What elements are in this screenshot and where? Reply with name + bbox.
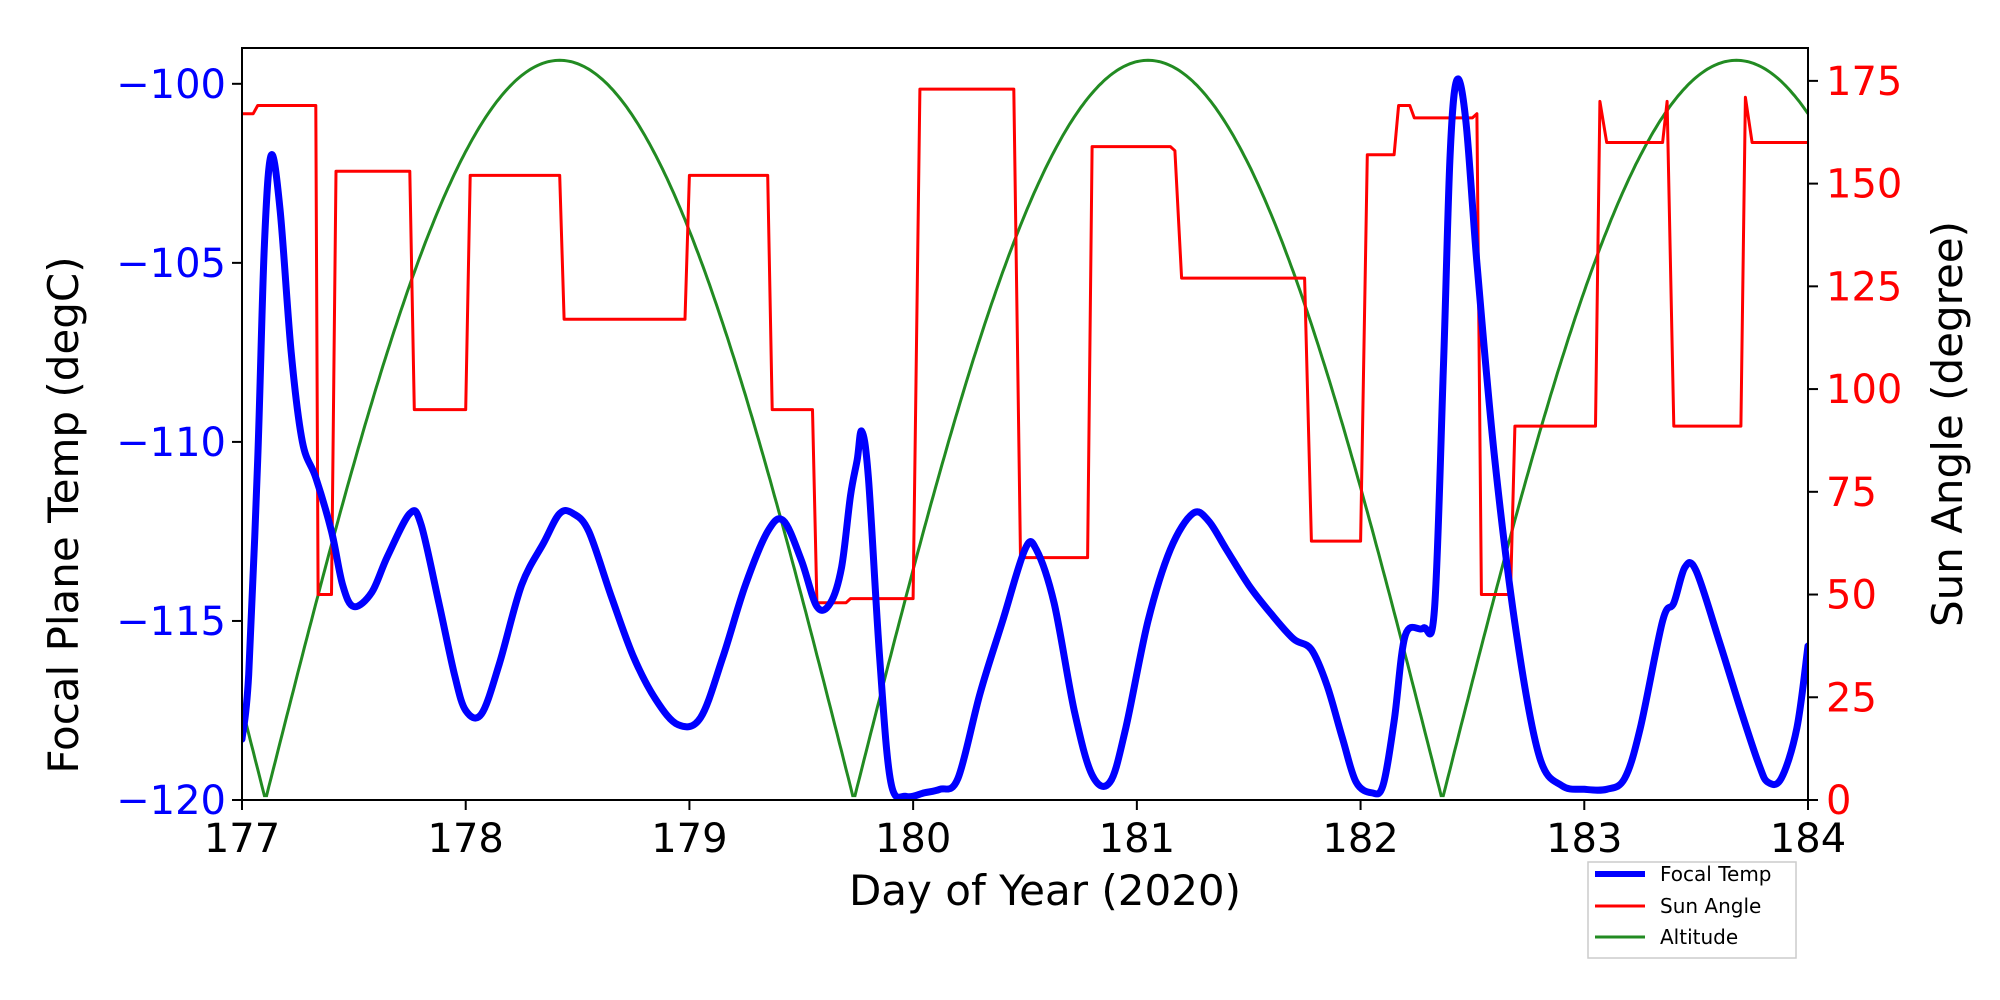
legend-label-focal-temp: Focal Temp (1660, 862, 1772, 886)
y-right-tick-label: 75 (1826, 470, 1877, 516)
y-axis-left-title: Focal Plane Temp (degC) (39, 256, 88, 773)
y-right-tick-label: 50 (1826, 573, 1877, 619)
y-right-tick-label: 0 (1826, 778, 1851, 824)
series-line-focal-temp (242, 75, 1808, 800)
x-tick-label: 178 (428, 816, 504, 862)
x-tick-label: 182 (1322, 816, 1398, 862)
series-line-altitude (242, 58, 1808, 798)
y-right-tick-label: 25 (1826, 675, 1877, 721)
legend-label-sun-angle: Sun Angle (1660, 894, 1761, 918)
plot-area (242, 58, 1808, 800)
y-axis-right-title: Sun Angle (degree) (1923, 221, 1972, 627)
legend: Focal Temp Sun Angle Altitude (1587, 861, 1797, 959)
y-left-tick-label: −100 (116, 62, 226, 108)
y-right-tick-label: 175 (1826, 59, 1902, 105)
legend-label-altitude: Altitude (1660, 925, 1738, 949)
y-axis-left: −120 −115 −110 −105 −100 (116, 62, 242, 824)
y-left-tick-label: −105 (116, 241, 226, 287)
x-tick-label: 181 (1099, 816, 1175, 862)
legend-box (1587, 861, 1797, 959)
y-left-tick-label: −115 (116, 599, 226, 645)
y-right-tick-label: 150 (1826, 162, 1902, 208)
y-left-tick-label: −110 (116, 420, 226, 466)
x-tick-label: 177 (204, 816, 280, 862)
y-left-tick-label: −120 (116, 778, 226, 824)
x-tick-label: 184 (1770, 816, 1846, 862)
series-line-sun-angle (242, 87, 1808, 605)
x-tick-label: 180 (875, 816, 951, 862)
y-right-tick-label: 100 (1826, 367, 1902, 413)
x-tick-label: 179 (651, 816, 727, 862)
y-right-tick-label: 125 (1826, 264, 1902, 310)
x-axis: 177 178 179 180 181 182 183 184 (204, 800, 1846, 862)
x-tick-label: 183 (1546, 816, 1622, 862)
y-axis-right: 0 25 50 75 100 125 150 175 (1808, 59, 1902, 824)
plot-frame (241, 47, 1809, 801)
x-axis-title: Day of Year (2020) (849, 866, 1241, 915)
